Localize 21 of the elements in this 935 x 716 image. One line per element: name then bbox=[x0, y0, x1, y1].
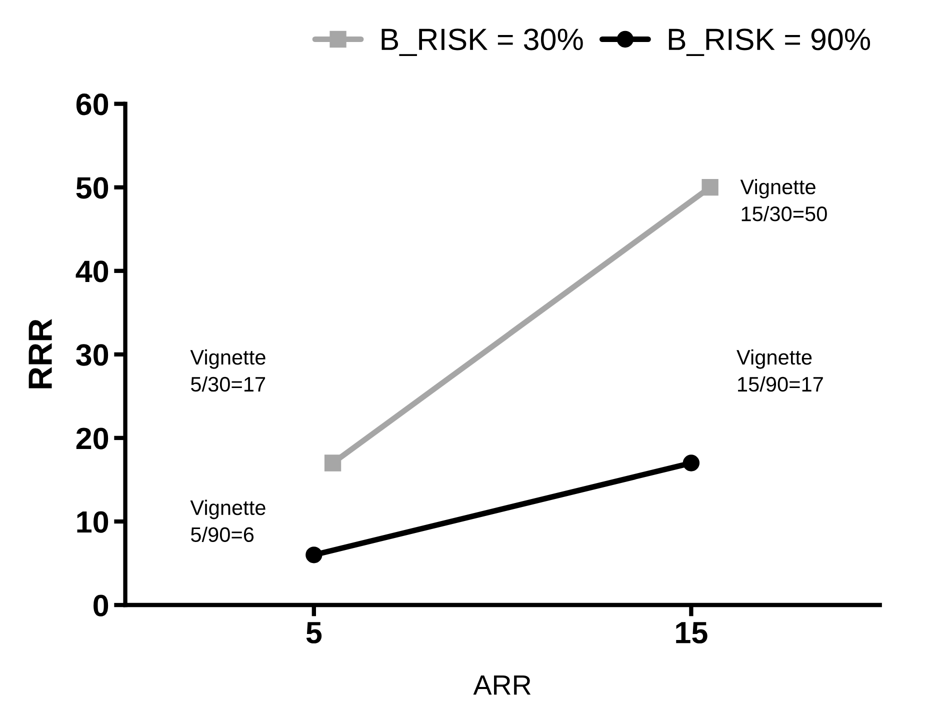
point bbox=[682, 454, 700, 472]
x-axis-title: ARR bbox=[473, 675, 531, 695]
y-tick-label: 60 bbox=[76, 94, 108, 116]
x-tick-label: 15 bbox=[676, 622, 708, 644]
y-axis-title: RRR bbox=[28, 318, 52, 388]
legend-label: B_RISK = 90% bbox=[668, 28, 870, 56]
y-tick-label: 30 bbox=[76, 344, 108, 366]
point bbox=[306, 546, 322, 564]
annotation: Vignette 5/30=17 bbox=[190, 349, 266, 392]
annotation: Vignette 15/90=17 bbox=[736, 349, 823, 392]
annotation: Vignette 15/30=50 bbox=[740, 179, 827, 222]
legend-label: B_RISK = 30% bbox=[382, 28, 583, 56]
point bbox=[702, 179, 718, 196]
y-tick-label: 10 bbox=[77, 511, 108, 533]
y-tick-label: 50 bbox=[76, 177, 108, 199]
y-tick-label: 0 bbox=[94, 594, 108, 616]
x-tick-label: 5 bbox=[306, 622, 322, 644]
annotation: Vignette 5/90=6 bbox=[190, 500, 266, 542]
y-tick-label: 20 bbox=[76, 428, 108, 450]
point bbox=[324, 454, 342, 472]
y-tick-label: 40 bbox=[76, 260, 108, 282]
